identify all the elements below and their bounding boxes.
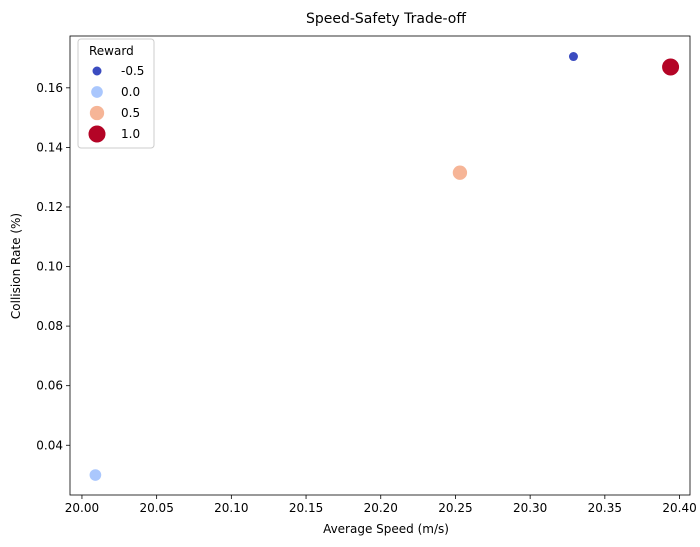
legend-label: -0.5 [121, 64, 144, 78]
y-axis-label: Collision Rate (%) [9, 213, 23, 319]
y-tick-label: 0.12 [36, 200, 63, 214]
chart-title: Speed-Safety Trade-off [306, 11, 466, 27]
axes-frame [69, 35, 691, 496]
x-tick-label: 20.25 [438, 501, 472, 515]
x-tick-label: 20.40 [662, 501, 696, 515]
x-tick-label: 20.30 [513, 501, 547, 515]
legend-marker [90, 85, 104, 99]
y-tick-label: 0.14 [36, 140, 63, 154]
plot-area: 20.00 20.05 20.10 20.15 20.20 20.25 20.30 20.35… [36, 35, 697, 515]
legend-label: 1.0 [121, 127, 140, 141]
x-tick-label: 20.15 [289, 501, 323, 515]
legend-marker [87, 124, 107, 144]
data-point [451, 164, 469, 181]
y-tick-label: 0.10 [36, 260, 63, 274]
y-tick-label: 0.06 [36, 379, 63, 393]
data-point [88, 468, 103, 482]
x-tick-label: 20.10 [214, 501, 248, 515]
y-tick-label: 0.16 [36, 81, 63, 95]
y-tick-label: 0.04 [36, 438, 63, 452]
data-point [661, 57, 681, 77]
legend: Reward -0.5 0.0 0.5 1.0 [77, 38, 155, 149]
x-tick-label: 20.05 [139, 501, 173, 515]
legend-marker [88, 104, 106, 122]
x-tick-label: 20.20 [364, 501, 398, 515]
x-axis-label: Average Speed (m/s) [323, 522, 449, 536]
data-point [567, 51, 579, 63]
x-tick-label: 20.00 [65, 501, 99, 515]
y-tick-label: 0.08 [36, 319, 63, 333]
legend-label: 0.5 [121, 106, 140, 120]
legend-marker [91, 65, 103, 77]
x-tick-label: 20.35 [588, 501, 622, 515]
legend-label: 0.0 [121, 85, 140, 99]
legend-title: Reward [89, 44, 134, 58]
